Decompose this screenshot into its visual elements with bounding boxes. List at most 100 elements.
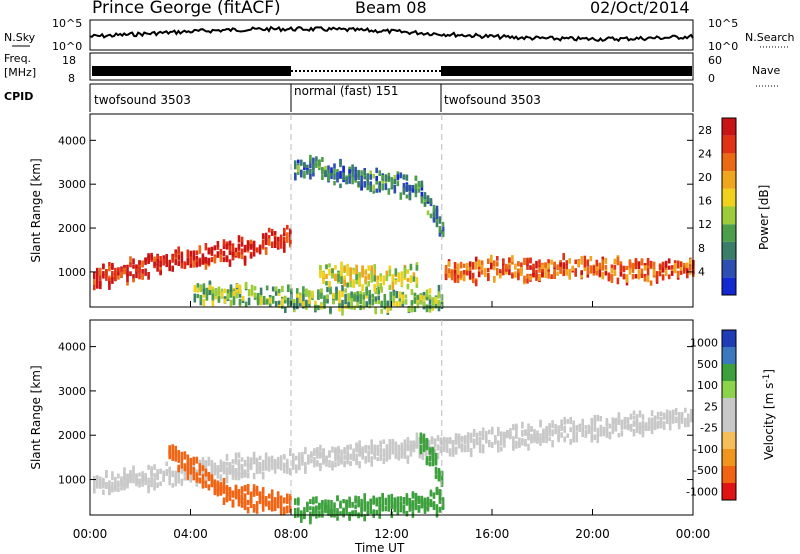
- velocity-cell: [551, 420, 554, 429]
- velocity-cell: [348, 511, 351, 520]
- velocity-cell: [207, 473, 211, 481]
- velocity-cell: [433, 448, 437, 454]
- velocity-cell: [367, 445, 370, 450]
- velocity-cell: [303, 512, 306, 519]
- power-cell: [595, 263, 599, 271]
- power-cell: [437, 299, 441, 304]
- power-cell: [180, 260, 184, 265]
- power-cell: [332, 292, 335, 300]
- power-cell: [279, 240, 283, 247]
- velocity-cell: [593, 419, 597, 428]
- velocity-colorbar-tick: -25: [700, 422, 718, 435]
- power-cell: [646, 275, 650, 283]
- power-cell: [293, 308, 296, 313]
- velocity-cell: [379, 453, 382, 461]
- velocity-cell: [102, 489, 105, 495]
- velocity-cell: [306, 502, 309, 509]
- velocity-cell: [363, 500, 366, 505]
- velocity-cell: [357, 502, 360, 508]
- power-cell: [547, 271, 550, 279]
- velocity-cell: [590, 422, 594, 431]
- power-cell: [99, 272, 102, 281]
- velocity-cell: [258, 469, 262, 474]
- power-cell: [423, 201, 427, 207]
- velocity-cell: [153, 464, 156, 471]
- velocity-cell: [408, 498, 412, 503]
- velocity-cell: [614, 417, 618, 424]
- power-cell: [598, 268, 602, 277]
- power-colorbar-tick: 12: [698, 218, 712, 231]
- velocity-cell: [481, 448, 485, 454]
- velocity-cell: [210, 481, 214, 488]
- power-cell: [420, 191, 424, 199]
- power-cell: [535, 260, 538, 269]
- velocity-cell: [255, 488, 259, 496]
- power-cell: [284, 298, 287, 304]
- velocity-cell: [147, 464, 150, 470]
- power-cell: [437, 302, 441, 308]
- power-cell: [345, 177, 348, 185]
- velocity-cell: [279, 466, 283, 471]
- power-cell: [373, 284, 376, 292]
- power-cell: [117, 267, 120, 276]
- velocity-cell: [279, 507, 283, 515]
- power-cell: [568, 274, 571, 280]
- power-cell: [252, 251, 256, 257]
- velocity-cell: [354, 504, 357, 510]
- velocity-cell: [436, 444, 440, 451]
- power-cell: [535, 269, 538, 278]
- power-cell: [159, 260, 162, 267]
- power-cell: [610, 264, 614, 271]
- velocity-cell: [240, 464, 244, 470]
- velocity-cell: [174, 445, 177, 454]
- velocity-cell: [243, 493, 247, 500]
- power-cell: [679, 266, 683, 273]
- power-cell: [453, 277, 457, 283]
- power-cell: [253, 292, 257, 298]
- power-cell: [361, 271, 364, 278]
- velocity-cell: [421, 452, 425, 460]
- power-cell: [502, 259, 505, 264]
- velocity-cell: [189, 478, 193, 483]
- power-cell: [247, 297, 251, 306]
- power-cell: [465, 268, 469, 276]
- power-cell: [325, 264, 328, 269]
- power-cell: [216, 241, 220, 248]
- power-cell: [468, 271, 472, 279]
- velocity-ytick-label: 2000: [58, 429, 86, 442]
- power-cell: [202, 283, 206, 291]
- velocity-cell: [328, 460, 331, 468]
- power-cell: [376, 279, 379, 286]
- velocity-cell: [439, 445, 443, 453]
- power-cell: [344, 293, 347, 299]
- velocity-cell: [548, 423, 551, 432]
- velocity-cell: [231, 499, 235, 508]
- velocity-cell: [602, 426, 606, 435]
- velocity-cell: [481, 427, 485, 435]
- power-cell: [340, 270, 343, 276]
- velocity-cell: [424, 448, 428, 457]
- power-cell: [320, 292, 323, 299]
- power-cell: [294, 172, 297, 181]
- power-cell: [138, 271, 141, 280]
- velocity-cell: [325, 458, 328, 467]
- power-cell: [402, 182, 406, 190]
- velocity-cell: [300, 510, 303, 515]
- station-title: Prince George (fitACF): [92, 0, 281, 18]
- velocity-cell: [563, 425, 566, 433]
- velocity-cell: [460, 445, 464, 452]
- x-tick-label: 12:00: [374, 527, 409, 541]
- power-cell: [422, 301, 426, 307]
- power-cell: [413, 297, 417, 304]
- velocity-cell: [276, 456, 280, 462]
- velocity-cell: [431, 459, 435, 467]
- velocity-cell: [168, 466, 171, 474]
- power-cell: [415, 265, 419, 271]
- velocity-cell: [195, 456, 199, 464]
- power-cell: [601, 265, 605, 271]
- power-cell: [517, 261, 520, 267]
- power-cell: [367, 280, 370, 287]
- velocity-cell: [283, 454, 286, 460]
- velocity-cell: [222, 477, 226, 485]
